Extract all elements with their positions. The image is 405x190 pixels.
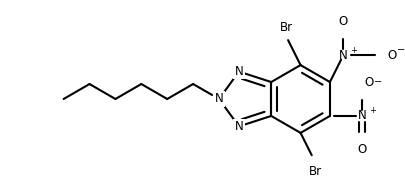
Text: O: O — [356, 143, 366, 156]
Text: −: − — [373, 77, 381, 87]
Text: O: O — [338, 15, 347, 28]
Text: N: N — [338, 49, 347, 62]
Text: Br: Br — [279, 21, 292, 34]
Text: O: O — [364, 76, 373, 89]
Text: N: N — [234, 120, 243, 133]
Text: +: + — [350, 46, 356, 55]
Text: −: − — [396, 45, 404, 55]
Text: N: N — [214, 93, 223, 105]
Text: N: N — [356, 109, 365, 122]
Text: O: O — [386, 49, 395, 62]
Text: Br: Br — [308, 165, 321, 178]
Text: +: + — [368, 106, 375, 116]
Text: N: N — [234, 65, 243, 78]
